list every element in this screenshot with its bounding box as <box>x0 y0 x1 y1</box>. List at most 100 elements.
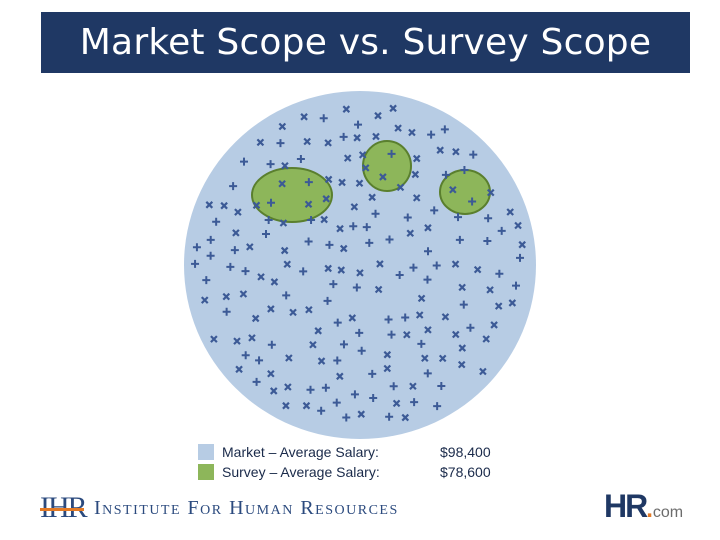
legend-value-market: $98,400 <box>440 444 491 460</box>
plus-marker <box>306 385 315 394</box>
cross-marker <box>283 260 292 269</box>
cross-marker <box>239 290 248 298</box>
plus-marker <box>349 222 358 231</box>
employee-markers <box>191 104 526 422</box>
plus-marker <box>455 235 464 244</box>
plus-marker <box>385 235 394 244</box>
plus-marker <box>401 313 410 322</box>
plus-marker <box>267 340 276 349</box>
plus-marker <box>468 197 477 206</box>
cross-marker <box>451 330 460 339</box>
legend-label-survey: Survey – Average Salary: <box>222 464 380 480</box>
legend-swatch-survey <box>198 464 214 480</box>
plus-marker <box>409 263 418 272</box>
cross-marker <box>337 266 346 274</box>
plus-marker <box>296 154 305 163</box>
cross-marker <box>320 215 328 224</box>
cross-marker <box>267 369 275 378</box>
cross-marker <box>482 335 490 343</box>
plus-marker <box>333 318 342 327</box>
plus-marker <box>342 413 351 422</box>
plus-marker <box>307 216 316 225</box>
cross-marker <box>205 201 214 209</box>
cross-marker <box>452 147 460 156</box>
cross-marker <box>348 314 357 322</box>
cross-marker <box>233 337 241 345</box>
plus-marker <box>395 270 404 279</box>
plus-marker <box>282 291 291 300</box>
cross-marker <box>246 243 254 251</box>
plus-marker <box>212 217 221 226</box>
cross-marker <box>486 286 494 294</box>
cross-marker <box>353 134 361 142</box>
plus-marker <box>241 351 250 360</box>
cross-marker <box>441 313 450 321</box>
cross-marker <box>479 367 487 376</box>
legend-label-market: Market – Average Salary: <box>222 444 379 460</box>
plus-marker <box>469 150 478 159</box>
cross-marker <box>409 382 417 391</box>
cross-marker <box>383 350 392 359</box>
cross-marker <box>436 146 444 154</box>
legend-row-survey: Survey – Average Salary: $78,600 <box>198 462 491 482</box>
plus-marker <box>355 328 364 337</box>
cross-marker <box>235 365 243 374</box>
cross-marker <box>284 383 292 391</box>
cross-marker <box>374 285 383 294</box>
cross-marker <box>457 360 466 369</box>
cross-marker <box>278 122 287 131</box>
cross-marker <box>396 183 405 192</box>
plus-marker <box>437 382 446 391</box>
cross-marker <box>281 161 289 170</box>
cross-marker <box>278 179 286 188</box>
plus-marker <box>512 281 520 290</box>
cross-marker <box>392 399 401 408</box>
cross-marker <box>303 137 311 146</box>
plus-marker <box>264 216 273 225</box>
plus-marker <box>357 346 366 355</box>
plus-marker <box>304 237 313 246</box>
cross-marker <box>412 194 421 202</box>
plus-marker <box>423 369 432 378</box>
cross-marker <box>279 219 288 227</box>
cross-marker <box>408 128 416 137</box>
cross-marker <box>379 173 387 181</box>
cross-marker <box>342 105 351 113</box>
cross-marker <box>424 224 432 232</box>
cross-marker <box>356 269 364 277</box>
plus-marker <box>191 259 200 268</box>
cross-marker <box>267 305 275 313</box>
plus-marker <box>226 262 235 271</box>
cross-marker <box>458 344 467 352</box>
plus-marker <box>454 213 463 222</box>
cross-marker <box>361 164 370 172</box>
legend-swatch-market <box>198 444 214 460</box>
plus-marker <box>516 253 525 262</box>
cross-marker <box>358 151 367 159</box>
cross-marker <box>257 273 265 281</box>
cross-marker <box>322 195 330 203</box>
survey-circle-right <box>439 169 491 215</box>
cross-marker <box>222 292 231 301</box>
plus-marker <box>350 390 359 399</box>
cross-marker <box>394 124 402 132</box>
plus-marker <box>276 139 285 148</box>
hr-logo-mark: HR <box>604 488 648 524</box>
cross-marker <box>357 410 366 418</box>
cross-marker <box>383 364 392 373</box>
plus-marker <box>255 356 264 365</box>
cross-marker <box>490 321 498 329</box>
plus-marker <box>230 246 239 255</box>
plus-marker <box>484 214 493 223</box>
plus-marker <box>202 276 211 285</box>
hr-com-logo: HR . com <box>604 488 683 528</box>
plus-marker <box>384 315 393 324</box>
cross-marker <box>324 139 332 147</box>
cross-marker <box>210 335 218 343</box>
cross-marker <box>421 354 429 363</box>
cross-marker <box>401 413 410 422</box>
plus-marker <box>317 406 326 415</box>
cross-marker <box>232 229 240 237</box>
cross-marker <box>280 246 289 255</box>
plus-marker <box>387 149 396 158</box>
